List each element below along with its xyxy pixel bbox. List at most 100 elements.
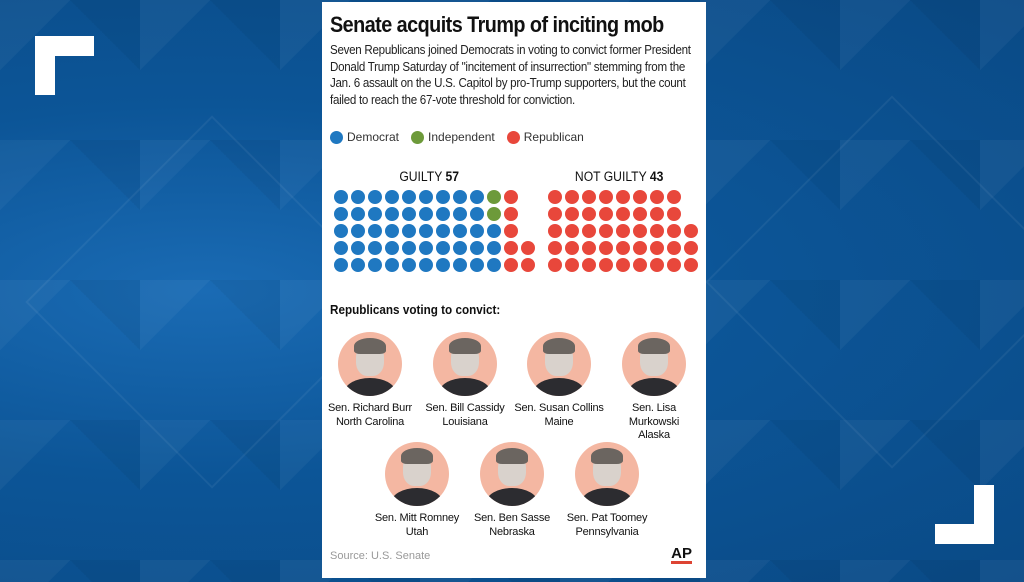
democrat-seat [453,241,467,255]
republican-seat [565,224,579,238]
democrat-seat [334,224,348,238]
guilty-label: GUILTY 57 [399,169,459,184]
not-guilty-label: NOT GUILTY 43 [574,169,664,184]
republican-seat [633,241,647,255]
republican-seat [565,258,579,272]
guilty-seat-grid [334,190,535,272]
legend-item-republican: Republican [506,130,584,144]
democrat-seat [351,207,365,221]
democrat-seat [351,190,365,204]
democrat-seat [385,224,399,238]
republican-seat [504,224,518,238]
republican-seat [616,258,630,272]
republican-seat [616,224,630,238]
democrat-seat [368,224,382,238]
democrat-seat [487,258,501,272]
republican-seat [504,207,518,221]
senator-portrait [480,442,544,506]
democrat-seat [419,207,433,221]
republican-seat [548,224,562,238]
senator-caption: Sen. Mitt Romney Utah [369,512,465,539]
republican-seat [616,190,630,204]
republican-seat [667,207,681,221]
democrat-seat [470,224,484,238]
republican-seat [599,190,613,204]
senator-portrait [338,332,402,396]
senator-card: Sen. Pat Toomey Pennsylvania [559,442,655,539]
democrat-seat [385,258,399,272]
independent-seat [487,207,501,221]
democrat-seat [402,241,416,255]
republican-seat [504,258,518,272]
senator-caption: Sen. Bill Cassidy Louisiana [417,402,513,429]
republican-seat [633,224,647,238]
republican-seat [650,241,664,255]
republican-seat [684,258,698,272]
independent-seat [487,190,501,204]
democrat-seat [351,224,365,238]
democrat-seat [402,190,416,204]
republican-seat [616,241,630,255]
republican-seat [667,258,681,272]
senator-name: Sen. Lisa Murkowski [628,402,680,428]
democrat-seat [470,207,484,221]
republican-seat [599,207,613,221]
republican-seat [548,241,562,255]
legend: Democrat Independent Republican [330,130,698,144]
democrat-seat [385,241,399,255]
section-title: Republicans voting to convict: [330,302,501,317]
dek-text: Seven Republicans joined Democrats in vo… [330,43,691,107]
democrat-seat [368,258,382,272]
senator-card: Sen. Ben Sasse Nebraska [464,442,560,539]
democrat-seat [368,207,382,221]
democrat-dot-icon [330,130,343,144]
republican-seat [548,190,562,204]
senator-caption: Sen. Lisa Murkowski Alaska [606,402,702,443]
senator-portrait [622,332,686,396]
democrat-seat [487,224,501,238]
republican-seat [548,258,562,272]
infographic-card: Senate acquits Trump of inciting mob Sev… [322,2,706,578]
senator-portrait [527,332,591,396]
republican-dot-icon [506,130,520,144]
senator-state: Pennsylvania [575,525,639,538]
democrat-seat [470,258,484,272]
republican-seat [599,224,613,238]
democrat-seat [334,207,348,221]
republican-seat [650,207,664,221]
republican-seat [582,258,596,272]
democrat-seat [385,207,399,221]
democrat-seat [419,241,433,255]
senator-card: Sen. Richard Burr North Carolina [322,332,418,429]
republican-seat [650,258,664,272]
senator-caption: Sen. Susan Collins Maine [511,402,607,429]
democrat-seat [385,190,399,204]
democrat-seat [368,190,382,204]
senator-state: Utah [405,525,429,538]
democrat-seat [436,190,450,204]
senator-state: Alaska [638,429,670,441]
senator-state: Nebraska [489,525,535,538]
democrat-seat [436,258,450,272]
senator-name: Sen. Ben Sasse [473,512,551,524]
independent-dot-icon [411,130,425,144]
democrat-seat [470,190,484,204]
headline: Senate acquits Trump of inciting mob [330,12,664,37]
democrat-seat [334,258,348,272]
senator-name: Sen. Pat Toomey [566,512,648,524]
republican-seat [504,241,518,255]
senator-portrait [575,442,639,506]
senator-card: Sen. Susan Collins Maine [511,332,607,429]
republican-seat [599,258,613,272]
republican-seat [667,241,681,255]
democrat-seat [419,190,433,204]
republican-seat [521,258,535,272]
republican-seat [582,241,596,255]
democrat-seat [453,258,467,272]
republican-seat [565,190,579,204]
senator-name: Sen. Susan Collins [514,402,604,414]
senator-caption: Sen. Ben Sasse Nebraska [464,512,560,539]
senator-name: Sen. Richard Burr [327,402,413,414]
democrat-seat [351,241,365,255]
senator-portrait [433,332,497,396]
